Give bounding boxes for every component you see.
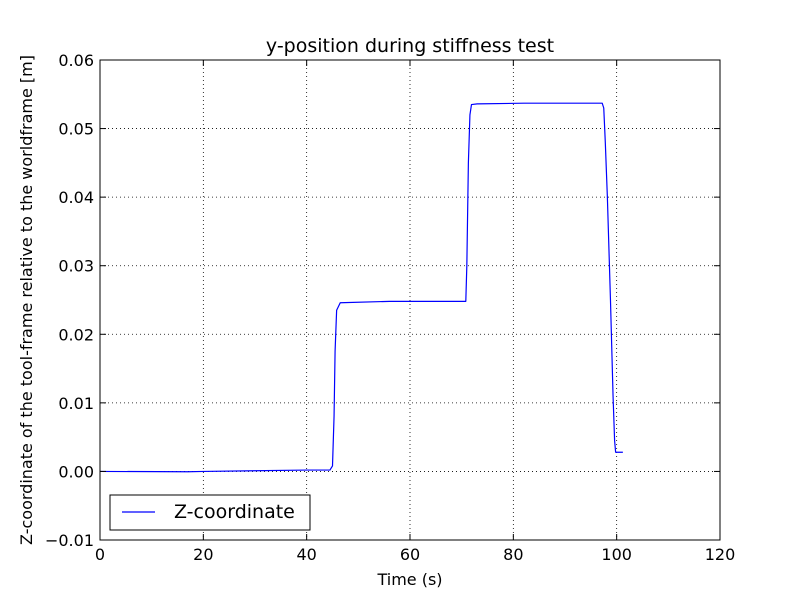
grid-lines bbox=[100, 60, 720, 540]
chart-title: y-position during stiffness test bbox=[266, 35, 554, 57]
series-layer bbox=[99, 102, 623, 473]
y-tick-label: 0.04 bbox=[58, 188, 94, 207]
x-tick-label: 60 bbox=[400, 545, 420, 564]
legend-label-z-coordinate: Z-coordinate bbox=[174, 501, 295, 523]
y-tick-label: 0.00 bbox=[58, 462, 94, 481]
axis-ticks: 0 20 40 60 80 100 120 −0.01 0.00 0.01 0.02 0.03 0.04… bbox=[45, 51, 735, 564]
legend: Z-coordinate bbox=[109, 494, 311, 531]
series-line-z-coordinate bbox=[99, 102, 623, 473]
x-axis-label: Time (s) bbox=[376, 570, 442, 589]
y-tick-label: 0.05 bbox=[58, 120, 94, 139]
y-tick-label: 0.06 bbox=[58, 51, 94, 70]
x-tick-label: 40 bbox=[296, 545, 316, 564]
x-tick-label: 0 bbox=[95, 545, 105, 564]
y-tick-label: 0.01 bbox=[58, 394, 94, 413]
y-tick-label: 0.02 bbox=[58, 325, 94, 344]
x-tick-label: 20 bbox=[193, 545, 213, 564]
x-tick-label: 120 bbox=[705, 545, 736, 564]
x-tick-label: 80 bbox=[503, 545, 523, 564]
y-axis-label: Z-coordinate of the tool-frame relative … bbox=[17, 55, 36, 545]
x-tick-label: 100 bbox=[601, 545, 632, 564]
y-tick-label: 0.03 bbox=[58, 257, 94, 276]
y-tick-label: −0.01 bbox=[45, 531, 94, 550]
